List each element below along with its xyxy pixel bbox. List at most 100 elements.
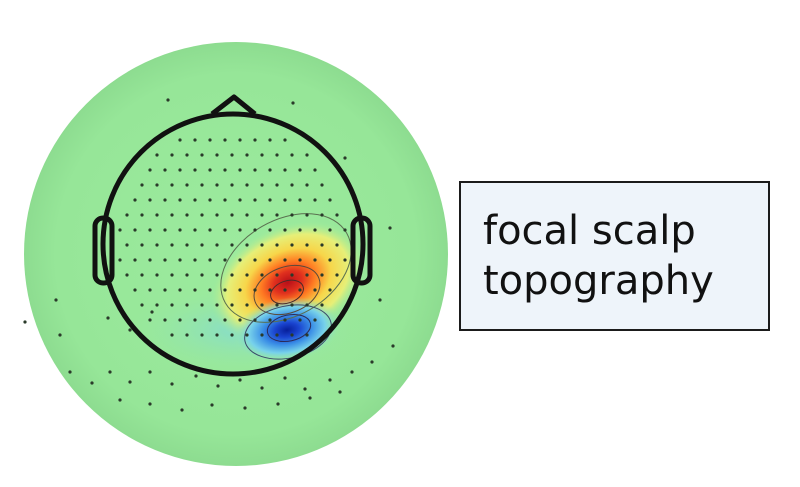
electrode-dot <box>133 258 137 262</box>
electrode-dot <box>208 318 212 322</box>
electrode-dot <box>223 318 227 322</box>
electrode-dot <box>238 258 242 262</box>
electrode-dot <box>275 213 279 217</box>
electrode-dot <box>208 258 212 262</box>
electrode-dot <box>223 288 227 292</box>
electrode-dot <box>283 288 287 292</box>
electrode-dot <box>148 198 152 202</box>
electrode-dot <box>155 273 159 277</box>
electrode-dot <box>230 243 234 247</box>
electrode-dot <box>276 402 280 406</box>
electrode-dot <box>200 213 204 217</box>
electrode-dot <box>193 288 197 292</box>
electrode-dot <box>215 213 219 217</box>
electrode-dot <box>215 183 219 187</box>
electrode-dot <box>223 228 227 232</box>
electrode-dot <box>245 213 249 217</box>
electrode-dot <box>275 153 279 157</box>
electrode-dot <box>238 378 242 382</box>
electrode-dot <box>320 273 324 277</box>
electrode-dot <box>230 183 234 187</box>
electrode-dot <box>268 318 272 322</box>
head-schematic <box>92 94 373 377</box>
electrode-dot <box>193 138 197 142</box>
electrode-dot <box>305 213 309 217</box>
electrode-dot <box>148 168 152 172</box>
electrode-dot <box>290 273 294 277</box>
electrode-dot <box>193 168 197 172</box>
electrode-dot <box>283 258 287 262</box>
electrode-dot <box>320 243 324 247</box>
electrode-dot <box>193 228 197 232</box>
electrode-dot <box>260 333 264 337</box>
electrode-dot <box>108 370 112 374</box>
electrode-dot <box>170 243 174 247</box>
electrode-dot <box>343 258 347 262</box>
electrode-dot <box>320 303 324 307</box>
electrode-dot <box>245 333 249 337</box>
electrode-dot <box>303 387 307 391</box>
contour-positive-inner <box>270 279 304 305</box>
electrode-dot <box>155 183 159 187</box>
electrode-dot <box>260 243 264 247</box>
electrode-dot <box>245 183 249 187</box>
electrode-dot <box>283 138 287 142</box>
electrode-dot <box>170 382 174 386</box>
electrode-dot <box>291 101 295 105</box>
electrode-dot <box>313 288 317 292</box>
label-line-1: focal scalp <box>483 208 696 254</box>
electrode-dot <box>388 226 392 230</box>
electrode-dot <box>238 138 242 142</box>
electrode-dot <box>178 228 182 232</box>
electrode-dot <box>223 168 227 172</box>
electrode-dot <box>215 153 219 157</box>
electrode-dot <box>283 318 287 322</box>
electrode-dot <box>178 258 182 262</box>
electrode-dot <box>283 228 287 232</box>
electrode-dot <box>155 213 159 217</box>
electrode-dot <box>148 318 152 322</box>
electrode-dot <box>328 288 332 292</box>
electrode-dot <box>275 183 279 187</box>
annotation-label-box: focal scalp topography <box>459 181 770 331</box>
electrode-dot <box>170 303 174 307</box>
electrode-dot <box>200 153 204 157</box>
electrode-dot <box>200 333 204 337</box>
electrode-dot <box>208 198 212 202</box>
electrode-dot <box>328 228 332 232</box>
contour-negative-inner <box>266 313 312 343</box>
electrode-dot <box>90 381 94 385</box>
electrode-dot <box>200 243 204 247</box>
electrode-dot <box>253 168 257 172</box>
electrode-dot <box>208 138 212 142</box>
electrode-dot <box>208 168 212 172</box>
electrode-dot <box>238 168 242 172</box>
electrode-dot <box>148 402 152 406</box>
electrode-dot <box>268 258 272 262</box>
electrode-dot <box>283 376 287 380</box>
electrode-dot <box>391 344 395 348</box>
electrode-dot <box>260 183 264 187</box>
electrode-dot <box>328 198 332 202</box>
electrode-dot <box>313 258 317 262</box>
electrode-dot <box>298 198 302 202</box>
electrode-dot <box>238 198 242 202</box>
electrode-dot <box>290 183 294 187</box>
electrode-dot <box>223 258 227 262</box>
electrode-dot <box>125 243 129 247</box>
electrode-dot <box>140 303 144 307</box>
electrode-dot <box>275 303 279 307</box>
electrode-dot <box>320 183 324 187</box>
electrode-dot <box>178 138 182 142</box>
electrode-dot <box>305 303 309 307</box>
electrode-dot <box>238 288 242 292</box>
electrode-dot <box>238 228 242 232</box>
electrode-dot <box>305 183 309 187</box>
electrode-dot <box>23 320 27 324</box>
electrode-dot <box>378 298 382 302</box>
electrode-dot <box>313 318 317 322</box>
electrode-dot <box>163 228 167 232</box>
electrode-dot <box>245 153 249 157</box>
electrode-dot <box>290 333 294 337</box>
electrode-dot <box>170 333 174 337</box>
